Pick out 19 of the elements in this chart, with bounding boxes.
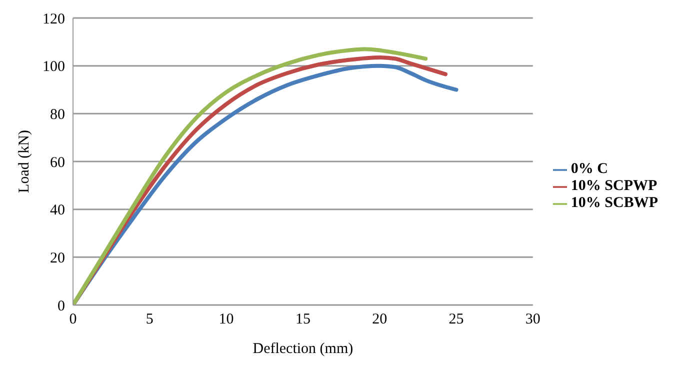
legend-label: 0% C <box>570 161 608 177</box>
y-tick-label: 20 <box>50 250 65 266</box>
legend-label: 10% SCBWP <box>570 195 658 211</box>
x-tick-label: 15 <box>295 312 310 328</box>
legend-label: 10% SCPWP <box>570 178 658 194</box>
x-tick-label: 5 <box>146 312 154 328</box>
x-tick-label: 30 <box>525 312 540 328</box>
y-tick-label: 120 <box>42 11 65 28</box>
x-tick-label: 10 <box>218 312 234 328</box>
y-tick-label: 0 <box>58 298 65 314</box>
x-tick-label: 20 <box>372 312 388 328</box>
y-tick-label: 100 <box>42 59 65 76</box>
y-axis-title: Load (kN) <box>16 130 32 193</box>
y-tick-label: 40 <box>50 202 65 219</box>
y-tick-label: 60 <box>50 154 65 171</box>
x-tick-label: 25 <box>448 312 464 328</box>
y-tick-label: 80 <box>50 106 65 123</box>
x-axis-title: Deflection (mm) <box>252 341 354 357</box>
x-tick-label: 0 <box>69 312 77 328</box>
